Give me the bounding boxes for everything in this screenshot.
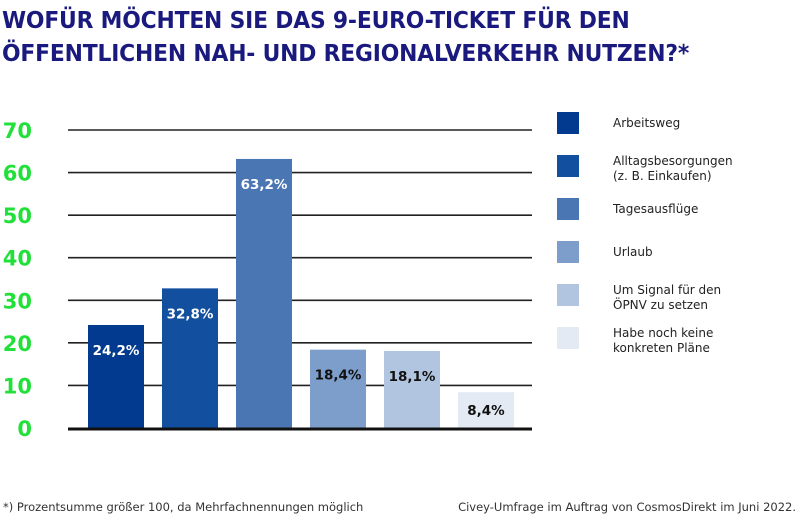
bar-data-label: 18,1% xyxy=(389,369,436,385)
legend-item: Alltagsbesorgungen (z. B. Einkaufen) xyxy=(557,154,733,184)
legend-label: Arbeitsweg xyxy=(613,116,681,130)
bar xyxy=(162,288,218,428)
legend-label: Habe noch keine konkreten Pläne xyxy=(613,326,714,355)
y-tick-label: 50 xyxy=(3,204,32,228)
bar xyxy=(310,349,366,428)
legend-swatch xyxy=(557,327,579,349)
source-note: Civey-Umfrage im Auftrag von CosmosDirek… xyxy=(458,500,796,514)
y-tick-label: 10 xyxy=(3,374,32,398)
legend-item: Arbeitsweg xyxy=(557,112,680,134)
chart-title-line-1: WOFÜR MÖCHTEN SIE DAS 9-EURO-TICKET FÜR … xyxy=(2,6,630,34)
legend-item: Urlaub xyxy=(557,241,653,263)
footnote: *) Prozentsumme größer 100, da Mehrfachn… xyxy=(3,500,364,514)
legend-swatch xyxy=(557,155,579,177)
legend-item: Habe noch keine konkreten Pläne xyxy=(557,326,714,356)
bars xyxy=(88,158,514,428)
y-tick-label: 20 xyxy=(3,332,32,356)
bar-data-label: 8,4% xyxy=(467,403,505,419)
y-tick-label: 60 xyxy=(3,162,32,186)
bar xyxy=(236,158,292,428)
legend-item: Tagesausflüge xyxy=(557,198,698,220)
y-tick-label: 40 xyxy=(3,247,32,271)
legend-item: Um Signal für den ÖPNV zu setzen xyxy=(557,283,722,313)
bar xyxy=(384,350,440,428)
gridlines xyxy=(68,129,532,387)
y-tick-label: 30 xyxy=(3,289,32,313)
chart-title-line-2: ÖFFENTLICHEN NAH- UND REGIONALVERKEHR NU… xyxy=(2,39,690,67)
legend-swatch xyxy=(557,241,579,263)
bar-data-label: 24,2% xyxy=(93,343,140,359)
legend-swatch xyxy=(557,284,579,306)
legend-swatch xyxy=(557,198,579,220)
legend-swatch xyxy=(557,112,579,134)
legend-label: Tagesausflüge xyxy=(613,202,699,216)
bar xyxy=(458,392,514,428)
chart-title: WOFÜR MÖCHTEN SIE DAS 9-EURO-TICKET FÜR … xyxy=(2,4,737,70)
bar xyxy=(88,324,144,428)
legend-label: Um Signal für den ÖPNV zu setzen xyxy=(613,283,722,312)
bar-chart: 0 10 20 30 40 50 60 70 24,2% 32,8% 63,2% 18,4% 18,1… xyxy=(3,119,532,441)
bar-data-label: 18,4% xyxy=(315,368,362,384)
bar-data-label: 32,8% xyxy=(167,306,214,322)
bar-data-label: 63,2% xyxy=(241,177,288,193)
y-tick-label: 70 xyxy=(3,119,32,143)
y-axis-ticks: 0 10 20 30 40 50 60 70 xyxy=(3,119,32,441)
legend-label: Urlaub xyxy=(613,245,653,259)
bar-data-labels: 24,2% 32,8% 63,2% 18,4% 18,1% 8,4% xyxy=(93,177,506,419)
y-tick-label: 0 xyxy=(17,417,32,441)
legend-label: Alltagsbesorgungen (z. B. Einkaufen) xyxy=(613,154,733,183)
